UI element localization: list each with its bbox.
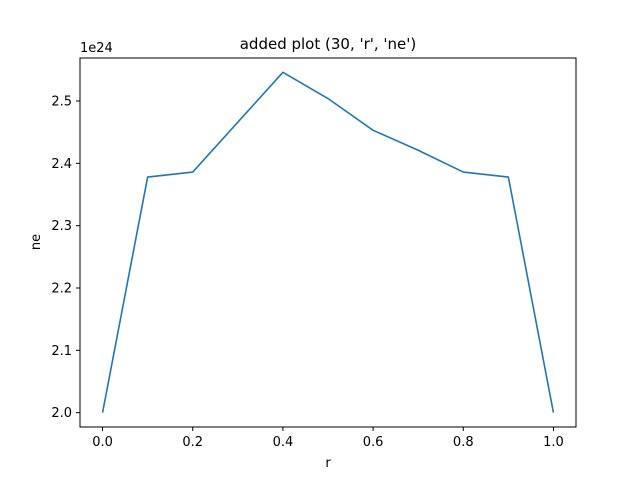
y-offset-label: 1e24: [80, 41, 113, 56]
chart-title: added plot (30, 'r', 'ne'): [240, 35, 417, 53]
series-layer: [101, 71, 555, 413]
x-tick-label: 1.0: [543, 435, 564, 450]
x-tick-label: 0.2: [182, 435, 203, 450]
plot-frame: [79, 57, 577, 428]
y-tick-label: 2.0: [51, 406, 72, 421]
y-tick-label: 2.3: [51, 219, 72, 234]
y-tick-label: 2.4: [51, 157, 72, 172]
y-tick-label: 2.1: [51, 344, 72, 359]
x-tick-label: 0.8: [453, 435, 474, 450]
x-tick-label: 0.0: [92, 435, 113, 450]
x-tick-label: 0.6: [363, 435, 384, 450]
y-tick-label: 2.2: [51, 282, 72, 297]
y-axis-label: ne: [29, 234, 44, 250]
y-tick-label: 2.5: [51, 95, 72, 110]
x-tick-label: 0.4: [273, 435, 294, 450]
series-line-0: [101, 71, 555, 413]
ticks-layer: 0.0 0.2 0.4 0.6 0.8 1.0 2.0 2.1 2.2 2.3 2.4 2.5: [51, 95, 563, 450]
x-axis-label: r: [325, 456, 331, 471]
